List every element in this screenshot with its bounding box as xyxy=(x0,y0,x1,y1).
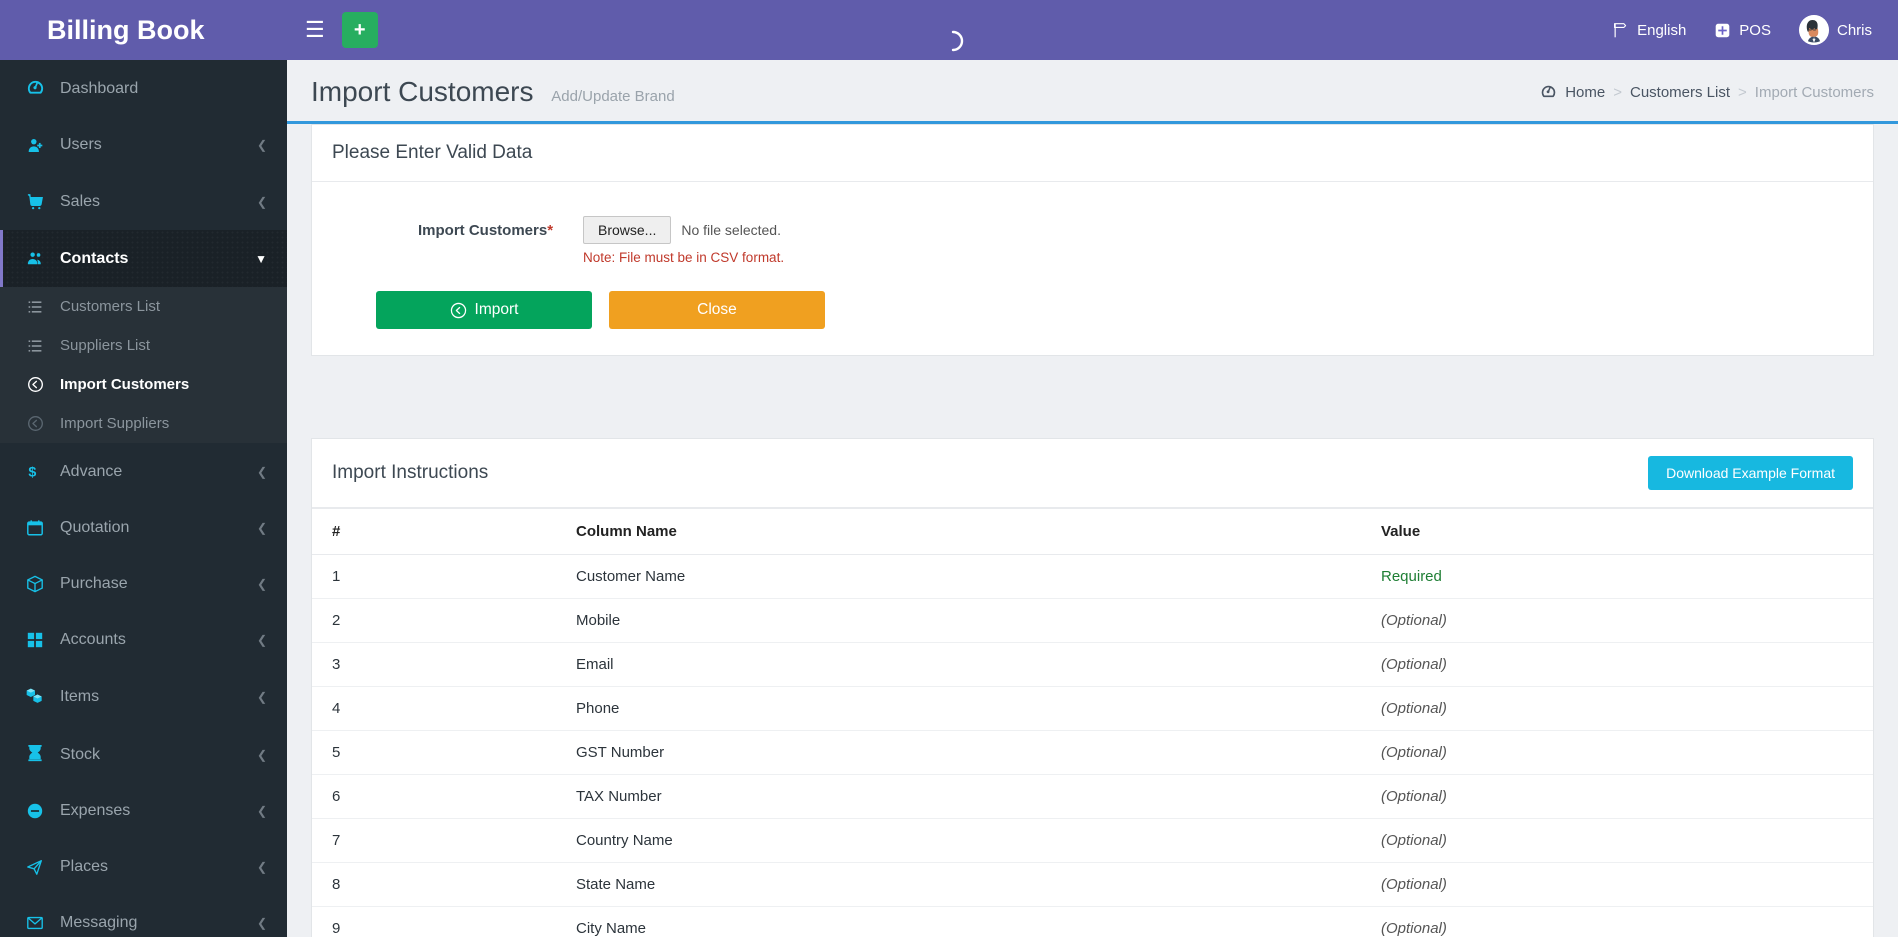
svg-text:$: $ xyxy=(28,464,36,480)
